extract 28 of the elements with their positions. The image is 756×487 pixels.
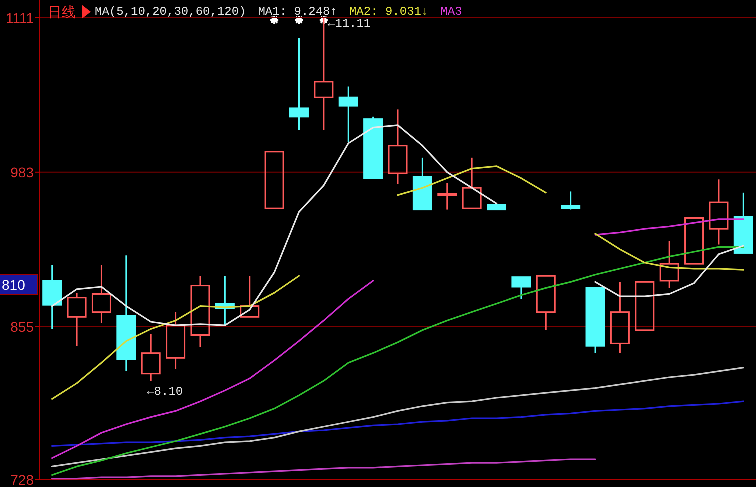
candlestick [166,312,186,370]
annotation: MA(5,10,20,30,60,120) [95,5,246,19]
annotation: MA3 [440,5,462,19]
candlestick [338,86,358,143]
candlestick [709,178,729,246]
candlestick [388,108,408,186]
y-tick-label: 728 [10,472,34,487]
annotation: ←11.11 [328,17,372,31]
candlestick [660,240,680,289]
candlestick [42,264,62,330]
candlestick [438,182,458,211]
y-tick-label: 855 [10,318,34,335]
text: 810 [2,277,26,293]
candlestick [116,254,136,372]
annotation: ←8.10 [147,385,184,400]
y-tick-label: 983 [10,164,34,180]
y-tick-label: 1111 [6,10,34,26]
annotation: MA2: 9.031↓ [349,5,429,19]
candlestick [92,264,112,324]
chart-title: 日线 [48,4,76,20]
line-series [52,367,744,468]
candlestick [610,281,630,354]
annotation: MA1: 9.248↑ [258,5,338,19]
candlestick [141,333,161,382]
candlestick [289,38,309,131]
line-series [52,400,744,447]
candlestick [190,275,210,348]
line-series [52,458,596,480]
